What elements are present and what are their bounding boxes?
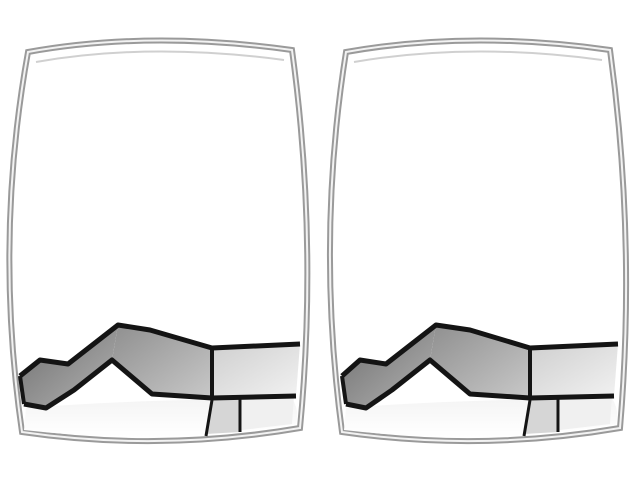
lens-frame-inner — [328, 39, 628, 443]
light-panel-lower — [206, 398, 240, 434]
left-eye-view — [6, 37, 311, 445]
light-panel-upper — [530, 344, 618, 398]
light-panel-lower — [524, 398, 558, 434]
mid-panel — [430, 325, 530, 398]
right-eye-view — [320, 0, 640, 480]
lens-frame-inner — [8, 39, 309, 443]
light-panel-upper — [212, 344, 300, 398]
